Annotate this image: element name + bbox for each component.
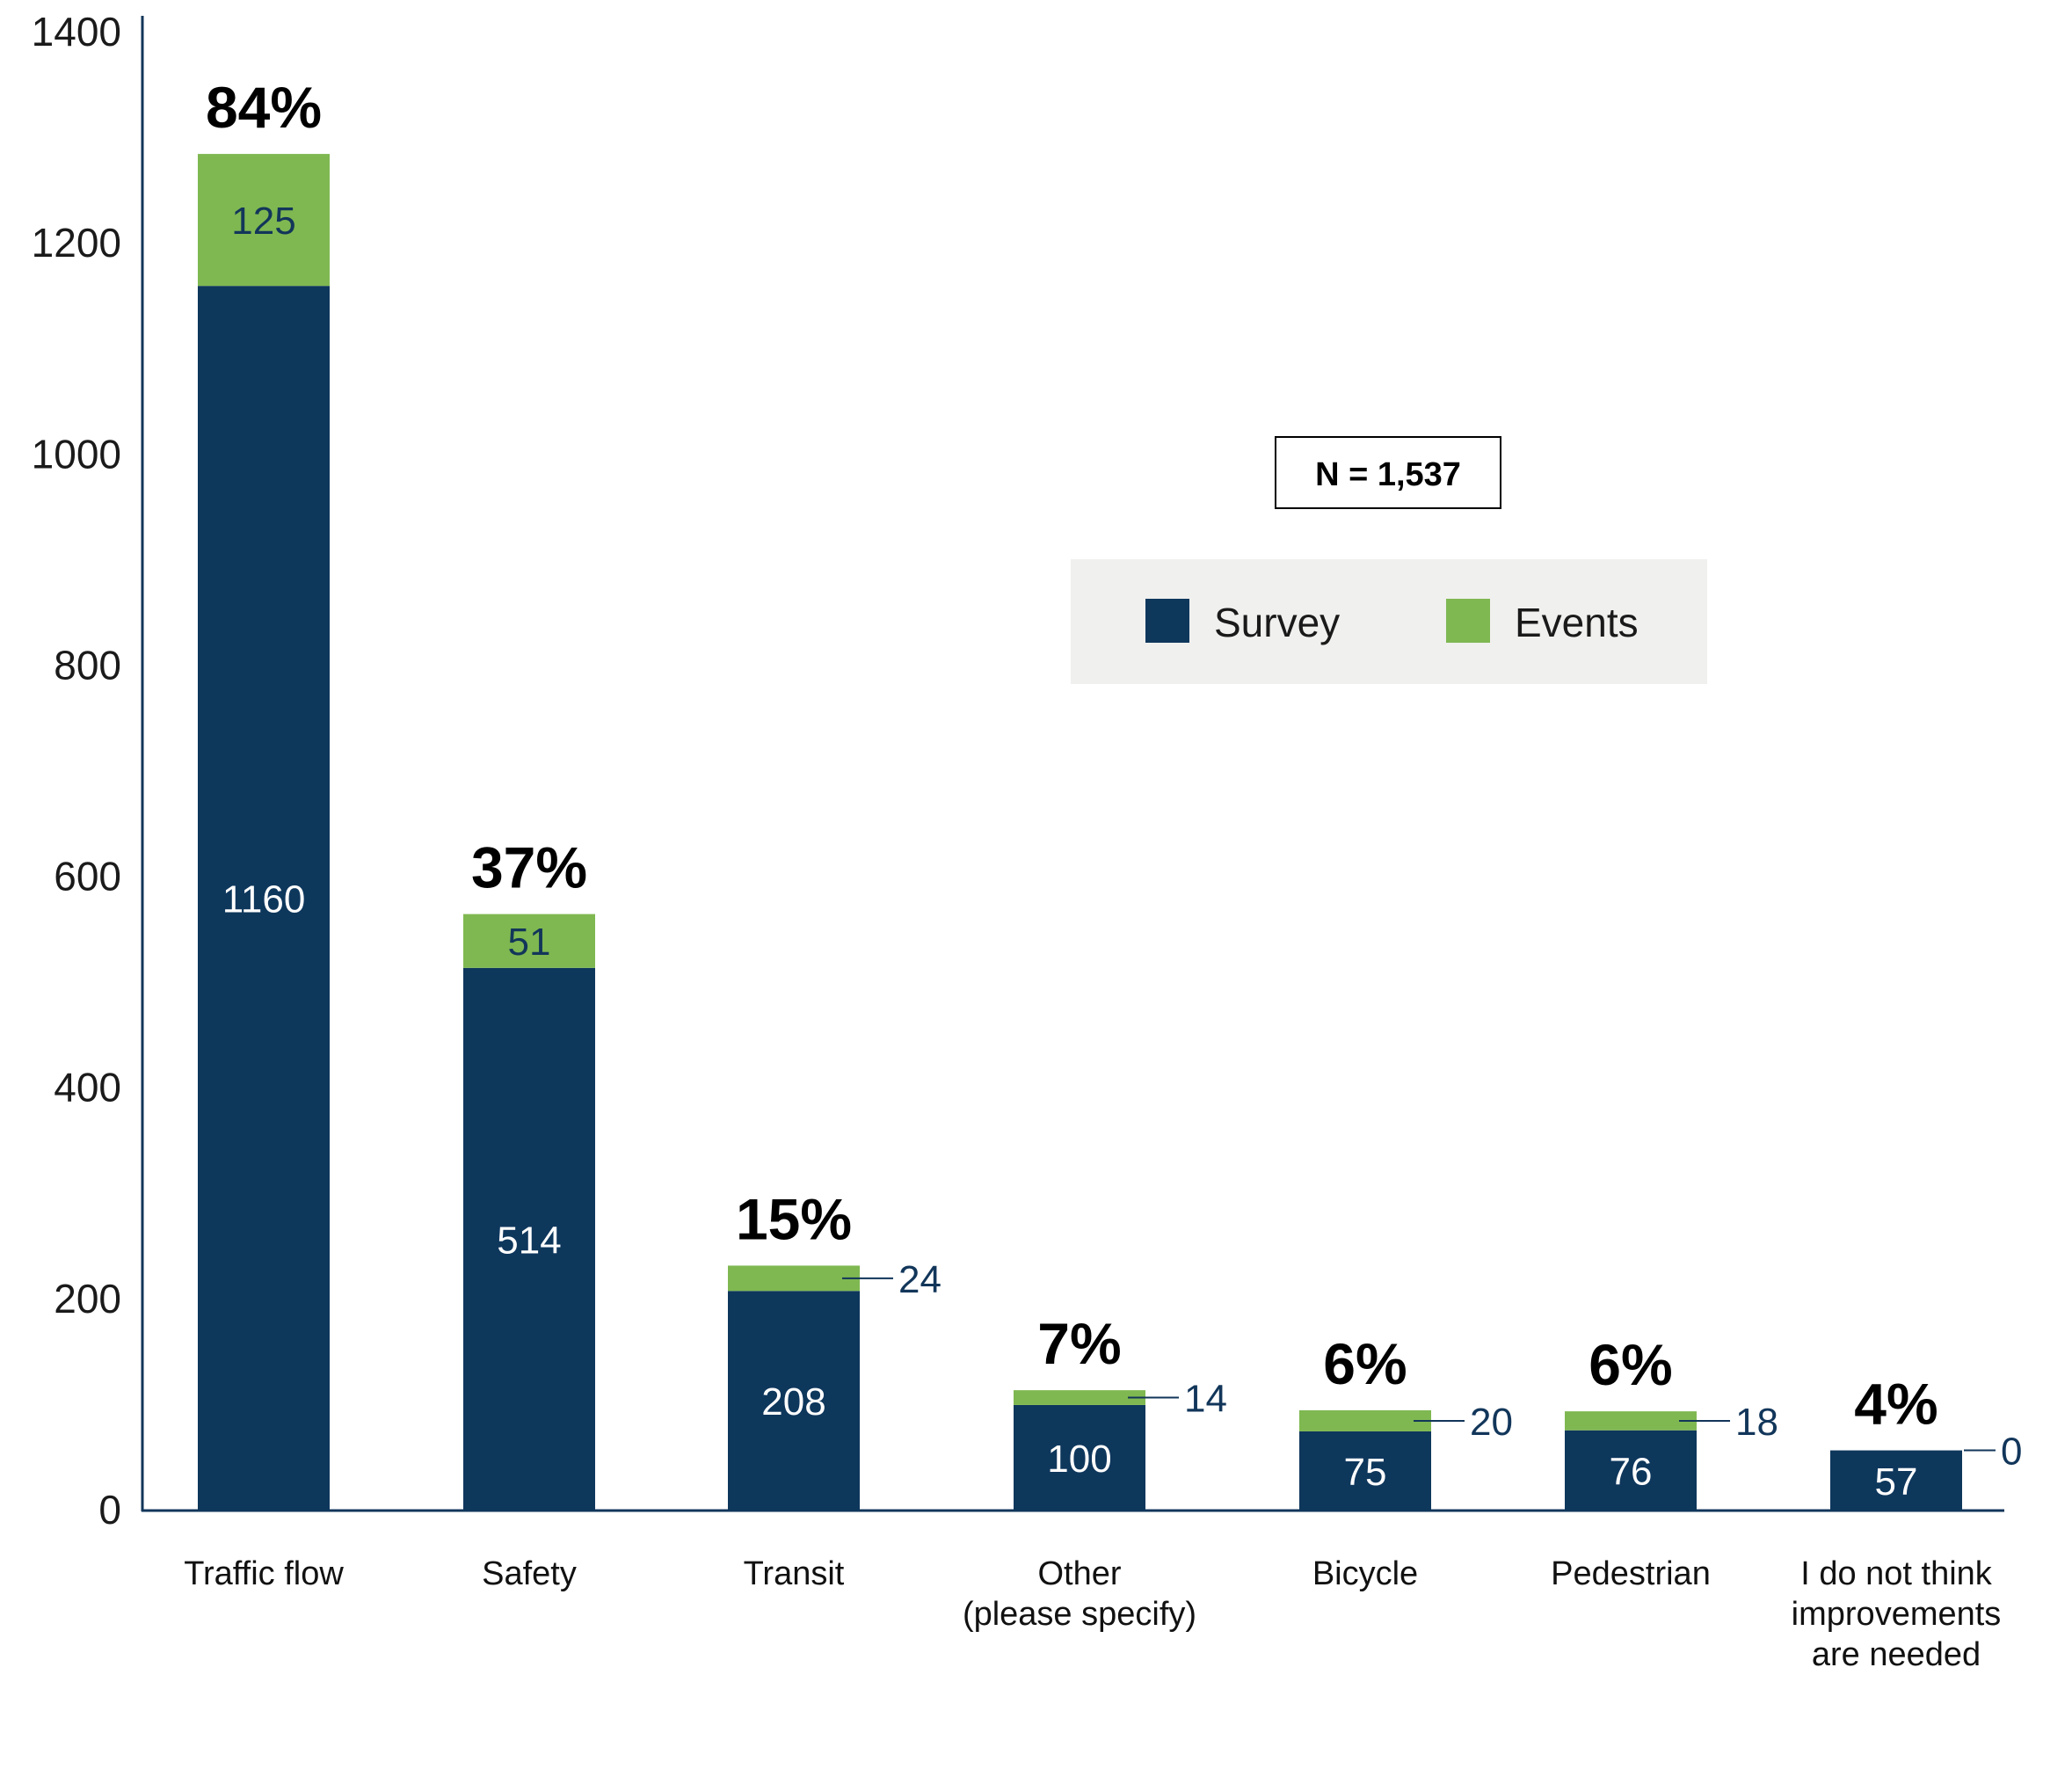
survey-value-label: 100: [1047, 1438, 1111, 1481]
category-label: I do not think improvements are needed: [1792, 1555, 2002, 1673]
events-value-label: 20: [1470, 1401, 1513, 1444]
survey-value-label: 514: [497, 1219, 561, 1262]
y-tick-label: 200: [54, 1276, 121, 1322]
percent-label: 15%: [736, 1186, 852, 1251]
data-labels: 1160 125 84% 514 51 37% 208 24 15% 100 14 7% 75 20 6% 7…: [206, 75, 2023, 1504]
bar-survey: [1014, 1404, 1145, 1511]
bar-survey: [463, 967, 595, 1511]
category-label-line: (please specify): [963, 1596, 1196, 1633]
percent-label: 37%: [471, 835, 587, 900]
y-tick-label: 1000: [32, 431, 121, 477]
y-axis: 0 200 400 600 800 1000 1200 1400: [32, 9, 2004, 1533]
survey-value-label: 57: [1875, 1460, 1918, 1504]
category-label-line: Transit: [744, 1555, 845, 1592]
category-label-line: Safety: [482, 1555, 577, 1592]
legend-label-events: Events: [1515, 600, 1639, 645]
y-tick-label: 1400: [32, 9, 121, 55]
bar-events: [1014, 1390, 1145, 1405]
legend-swatch-events: [1446, 599, 1490, 643]
y-tick-label: 800: [54, 642, 121, 688]
legend-label-survey: Survey: [1214, 600, 1340, 645]
category-label: Pedestrian: [1551, 1555, 1711, 1592]
events-value-label: 14: [1184, 1378, 1227, 1421]
events-value-label: 0: [2001, 1431, 2022, 1474]
percent-label: 6%: [1589, 1332, 1672, 1397]
bar-survey: [1565, 1430, 1697, 1511]
category-label: Traffic flow: [184, 1555, 344, 1592]
bar-events: [728, 1265, 860, 1292]
survey-value-label: 208: [761, 1380, 825, 1424]
survey-value-label: 76: [1610, 1450, 1653, 1493]
category-label: Safety: [482, 1555, 577, 1592]
bar-events: [1565, 1411, 1697, 1431]
n-annotation: N = 1,537: [1315, 456, 1461, 493]
category-label: Bicycle: [1312, 1555, 1418, 1592]
events-value-label: 24: [898, 1258, 941, 1301]
category-label-line: improvements: [1792, 1596, 2002, 1633]
percent-label: 84%: [206, 75, 322, 140]
bar-survey: [1299, 1431, 1431, 1511]
y-tick-label: 1200: [32, 220, 121, 266]
category-label-line: Other: [1037, 1555, 1121, 1592]
category-label-line: Traffic flow: [184, 1555, 344, 1592]
percent-label: 4%: [1854, 1372, 1938, 1437]
bar-events: [1299, 1409, 1431, 1431]
y-tick-label: 0: [98, 1487, 121, 1533]
bars: [198, 154, 1962, 1511]
y-tick-label: 400: [54, 1065, 121, 1110]
category-label-line: are needed: [1812, 1636, 1981, 1673]
x-axis-categories: Traffic flow Safety Transit Other (please sp…: [184, 1555, 2001, 1673]
bar-survey: [728, 1291, 860, 1511]
events-value-label: 18: [1735, 1401, 1778, 1444]
events-value-label: 125: [231, 200, 295, 243]
category-label-line: Pedestrian: [1551, 1555, 1711, 1592]
percent-label: 7%: [1037, 1311, 1121, 1376]
n-annotation-box: [1275, 436, 1501, 509]
legend-swatch-survey: [1145, 599, 1189, 643]
bar-events: [198, 154, 330, 287]
bar-events: [463, 914, 595, 968]
y-tick-label: 600: [54, 854, 121, 899]
percent-label: 6%: [1323, 1331, 1407, 1396]
bar-survey: [1830, 1450, 1962, 1511]
events-value-label: 51: [508, 921, 551, 964]
survey-value-label: 1160: [222, 878, 306, 921]
category-label-line: Bicycle: [1312, 1555, 1418, 1592]
category-label: Other (please specify): [963, 1555, 1196, 1633]
category-label: Transit: [744, 1555, 845, 1592]
legend: N = 1,537 Survey Events: [1071, 436, 1707, 684]
bar-survey: [198, 286, 330, 1511]
survey-value-label: 75: [1344, 1451, 1387, 1494]
category-label-line: I do not think: [1800, 1555, 1993, 1592]
